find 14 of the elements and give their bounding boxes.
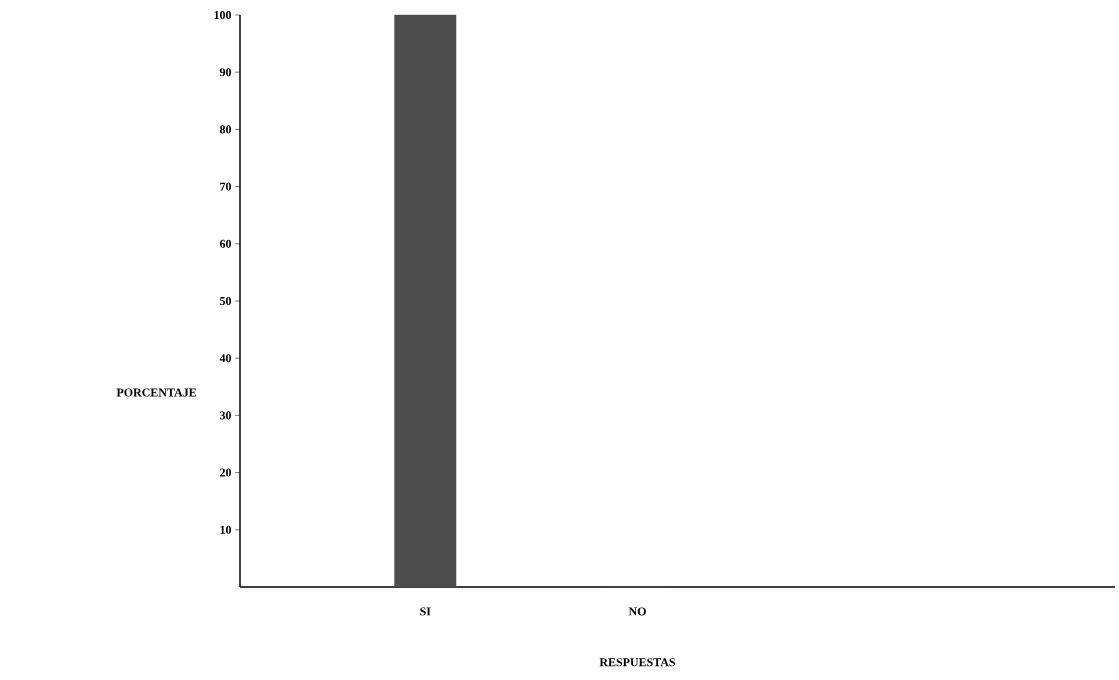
y-tick-label: 90 <box>219 68 232 77</box>
y-tick-label: 60 <box>219 239 232 248</box>
y-tick-label: 50 <box>220 296 232 306</box>
y-tick-label: 70 <box>220 182 232 191</box>
y-tick-label: 80 <box>219 125 232 134</box>
y-tick-label: 100 <box>214 10 232 20</box>
x-tick-label: SI <box>420 607 431 616</box>
x-axis-title: RESPUESTAS <box>599 658 676 667</box>
x-tick-label: NO <box>628 607 646 616</box>
y-tick-label: 20 <box>220 468 232 477</box>
y-tick-label: 10 <box>220 525 232 534</box>
y-tick-label: 30 <box>220 411 232 420</box>
y-axis-title: PORCENTAJE <box>116 388 197 397</box>
y-tick-label: 40 <box>219 354 232 363</box>
